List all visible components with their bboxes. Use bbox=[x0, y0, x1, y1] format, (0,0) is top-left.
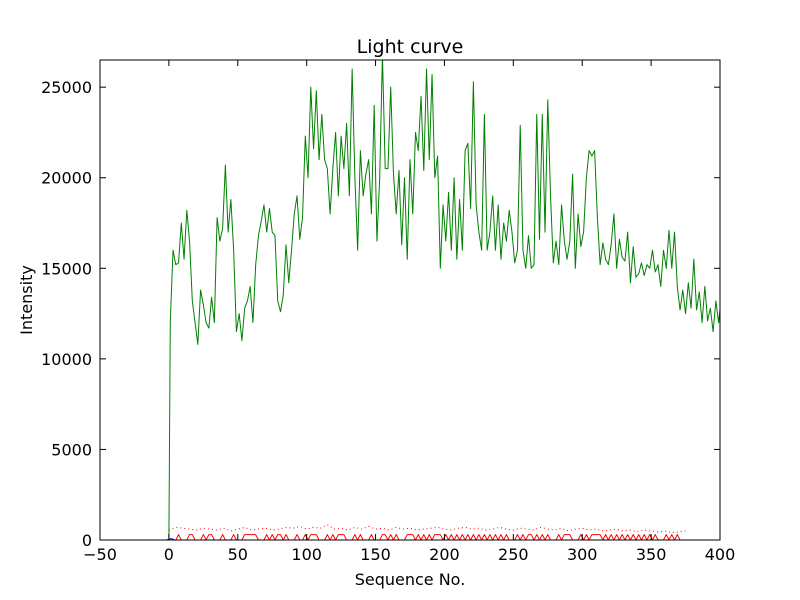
chart-title: Light curve bbox=[357, 36, 464, 58]
tick-layer: −50 0 50 100 150 200 250 300 350 4000500010000150… bbox=[41, 60, 735, 564]
series-line-1 bbox=[168, 60, 720, 540]
x-tick-label: 150 bbox=[360, 545, 391, 564]
x-tick-label: 0 bbox=[164, 545, 174, 564]
x-tick-label: 200 bbox=[429, 545, 460, 564]
x-tick-label: 400 bbox=[705, 545, 736, 564]
y-tick-label: 0 bbox=[82, 531, 92, 550]
x-tick-label: 100 bbox=[291, 545, 322, 564]
y-tick-label: 10000 bbox=[41, 350, 92, 369]
x-tick-label: 250 bbox=[498, 545, 529, 564]
x-tick-label: 300 bbox=[567, 545, 598, 564]
y-tick-label: 5000 bbox=[51, 440, 92, 459]
y-tick-label: 20000 bbox=[41, 169, 92, 188]
plot-frame bbox=[99, 59, 721, 541]
x-axis-label: Sequence No. bbox=[355, 570, 466, 589]
series-line-3 bbox=[168, 524, 686, 534]
y-tick-label: 15000 bbox=[41, 259, 92, 278]
y-axis-label: Intensity bbox=[17, 265, 36, 335]
y-tick-label: 25000 bbox=[41, 78, 92, 97]
x-tick-label: −50 bbox=[83, 545, 117, 564]
x-tick-label: 50 bbox=[228, 545, 248, 564]
x-tick-label: 350 bbox=[636, 545, 667, 564]
